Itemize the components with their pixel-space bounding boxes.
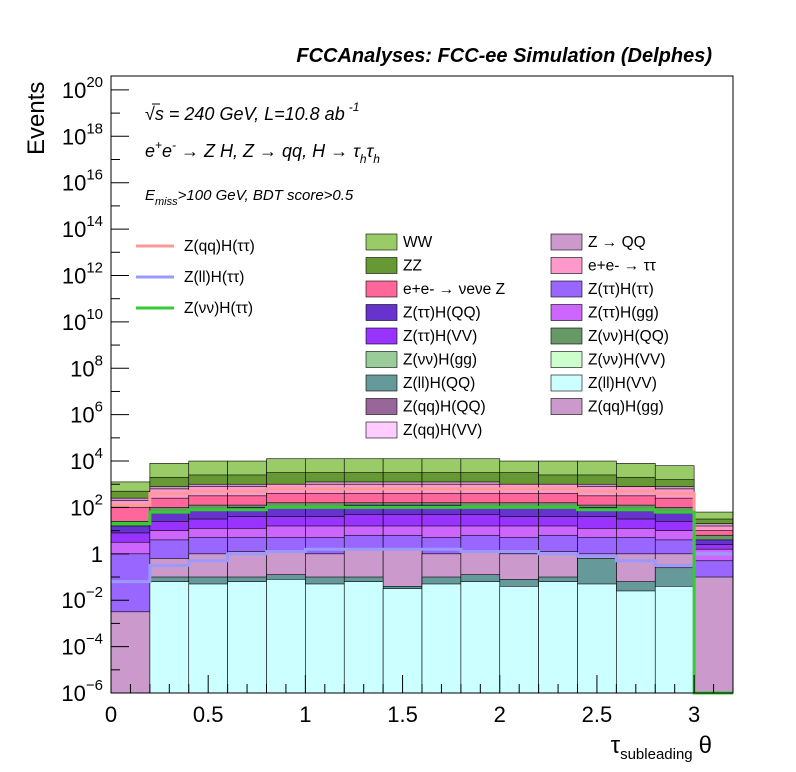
- legend: Z(qq)H(ττ) Z(ll)H(ττ) Z(νν)H(ττ) WW Z → QQ ZZ…: [136, 233, 669, 439]
- y-tick-label: 10−2: [61, 584, 103, 613]
- bar-z-ll-h-vv-bin-3: [227, 581, 267, 694]
- legend-box-z-h-vv: [550, 351, 583, 368]
- legend-label: Z(ll)H(ττ): [184, 269, 244, 286]
- bar-z-ll-h-vv-bin-11: [538, 581, 578, 694]
- x-axis-label-tau: τ: [611, 732, 621, 759]
- bar-z-ll-h-vv-bin-10: [499, 586, 539, 694]
- legend-label: Z(ττ)H(QQ): [403, 305, 481, 322]
- y-axis-label: Events: [23, 82, 50, 155]
- x-tick-label: 1: [299, 702, 311, 727]
- bar-z-ll-h-vv-bin-6: [343, 581, 384, 694]
- legend-label: Z(qq)H(VV): [403, 422, 482, 439]
- legend-label: Z(ll)H(QQ): [403, 375, 475, 392]
- x-tick-label: 2.5: [582, 702, 613, 727]
- y-tick-label: 1014: [62, 213, 103, 242]
- legend-box-z-qq-h-vv: [365, 421, 398, 439]
- bar-z-ll-h-vv-bin-14: [654, 586, 695, 694]
- legend-label: e+e- → ττ: [588, 258, 656, 275]
- legend-label: ZZ: [403, 258, 422, 275]
- legend-label: Z(ττ)H(ττ): [588, 281, 654, 298]
- bar-z-qq-h-gg-bin-0: [110, 611, 151, 694]
- y-tick-label: 1016: [62, 167, 103, 196]
- legend-box-z-ll-h-vv: [550, 374, 583, 392]
- legend-box-z-qq-h-gg: [550, 398, 583, 415]
- legend-box-z-h-qq: [550, 327, 583, 345]
- line-z-ll-h: [111, 547, 733, 584]
- y-tick-label: 106: [70, 399, 103, 428]
- x-axis-label: τsubleading θ: [611, 732, 712, 763]
- y-tick-label: 108: [70, 352, 103, 381]
- legend-box-z-qq-h-qq: [365, 398, 398, 415]
- legend-box-z-h-gg: [550, 304, 583, 321]
- legend-label: e+e- → νeνe Z: [403, 281, 505, 298]
- legend-label: Z(ll)H(VV): [588, 375, 657, 392]
- sqrt-s: s: [155, 104, 164, 124]
- y-tick-label: 104: [70, 445, 103, 474]
- legend-label: Z(qq)H(gg): [588, 399, 664, 416]
- legend-label: WW: [403, 234, 433, 251]
- bar-z-ll-h-vv-bin-12: [577, 583, 617, 694]
- chart-title: FCCAnalyses: FCC-ee Simulation (Delphes): [296, 45, 712, 67]
- legend-label: Z(νν)H(QQ): [588, 328, 669, 345]
- legend-label: Z(νν)H(gg): [403, 352, 477, 369]
- line-z-qq-h: [111, 487, 733, 556]
- legend-box-z-ll-h-qq: [365, 374, 398, 392]
- x-tick-label: 2: [494, 702, 506, 727]
- y-tick-label: 10−6: [61, 677, 103, 706]
- y-tick-label: 102: [70, 491, 103, 520]
- legend-box-z-h-qq: [365, 304, 398, 321]
- line-z-h: [111, 505, 733, 695]
- bar-z-qq-h-gg-bin-15: [693, 576, 734, 694]
- x-tick-label: 0.5: [193, 702, 224, 727]
- bar-z-ll-h-vv-bin-1: [149, 581, 190, 694]
- y-tick-label: 1018: [62, 120, 103, 149]
- legend-label: Z(ττ)H(gg): [588, 305, 659, 322]
- y-tick-label: 1: [91, 542, 103, 567]
- selection-annotation: Emiss>100 GeV, BDT score>0.5: [145, 187, 354, 208]
- bar-z-ll-h-vv-bin-8: [421, 583, 462, 694]
- process-annotation: e+e- → Z H, Z → qq, H → τhτh: [145, 138, 380, 166]
- energy-lumi-annotation: √s = 240 GeV, L=10.8 ab -1: [145, 100, 359, 124]
- legend-box-ww: [365, 233, 398, 251]
- legend-box-e-e: [550, 257, 583, 274]
- bar-z-ll-h-vv-bin-2: [188, 583, 228, 694]
- axis-layer: 0 0.5 1 1.5 2 2.5 3 10−6 10−4 10−2 1 102 104 106 108 10…: [61, 74, 715, 727]
- x-tick-label: 1.5: [387, 702, 418, 727]
- x-tick-label: 0: [105, 702, 117, 727]
- y-tick-label: 10−4: [61, 631, 103, 660]
- legend-label: Z → QQ: [588, 234, 646, 251]
- y-tick-label: 1012: [62, 259, 103, 288]
- legend-label: Z(qq)H(QQ): [403, 399, 486, 416]
- sqrt-symbol: √: [145, 104, 155, 124]
- legend-box-zz: [365, 257, 398, 274]
- legend-label: Z(νν)H(VV): [588, 352, 666, 369]
- stack-layer: [110, 458, 734, 694]
- legend-label: Z(qq)H(ττ): [184, 238, 255, 255]
- bar-z-ll-h-vv-bin-9: [460, 581, 501, 694]
- y-tick-label: 1010: [62, 306, 103, 335]
- x-tick-label: 3: [688, 702, 700, 727]
- bar-z-ll-h-vv-bin-5: [305, 583, 345, 694]
- x-axis-label-theta: θ: [699, 732, 712, 759]
- legend-box-e-e-e-e-z: [365, 280, 398, 298]
- y-tick-label: 1020: [62, 74, 103, 103]
- legend-box-z-qq: [550, 233, 583, 251]
- legend-box-z-h: [550, 280, 583, 298]
- bar-z-ll-h-vv-bin-4: [266, 579, 306, 694]
- signal-layer: [111, 487, 733, 695]
- legend-label: Z(ττ)H(VV): [403, 328, 477, 345]
- legend-box-z-h-gg: [365, 351, 398, 368]
- legend-box-z-h-vv: [365, 327, 398, 345]
- x-axis-label-sub: subleading: [620, 746, 693, 763]
- legend-label: Z(νν)H(ττ): [184, 300, 253, 317]
- bar-z-ll-h-vv-bin-13: [616, 590, 656, 694]
